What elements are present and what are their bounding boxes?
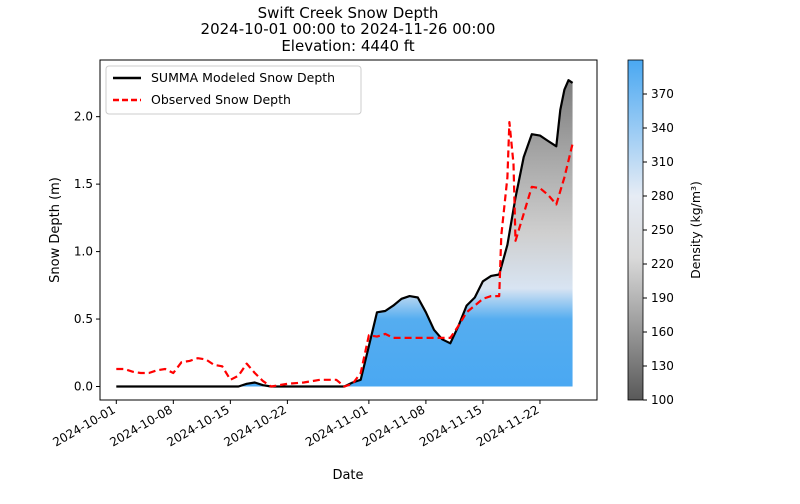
colorbar-tick-label: 220 [651, 257, 674, 271]
y-tick-label: 0.0 [74, 380, 93, 394]
x-tick-label: 2024-10-08 [107, 402, 174, 449]
colorbar-tick-label: 250 [651, 223, 674, 237]
colorbar-ramp [627, 59, 644, 401]
colorbar-ticks: 100 130 160 190 220 250 280 310 340 370 [643, 87, 674, 407]
colorbar: 100 130 160 190 220 250 280 310 340 370 Density (… [627, 59, 703, 407]
colorbar-tick-label: 160 [651, 325, 674, 339]
legend-label-observed: Observed Snow Depth [151, 92, 291, 107]
plot-frame [99, 59, 598, 401]
x-tick-label: 2024-10-22 [221, 402, 288, 449]
chart-subtitle: 2024-10-01 00:00 to 2024-11-26 00:00 [201, 20, 496, 38]
x-tick-label: 2024-11-22 [474, 402, 541, 449]
x-axis-label: Date [332, 468, 363, 483]
x-tick-label: 2024-11-15 [417, 402, 484, 449]
chart-elevation: Elevation: 4440 ft [281, 37, 414, 55]
legend-box [105, 65, 362, 115]
colorbar-tick-label: 280 [651, 189, 674, 203]
y-tick-label: 2.0 [74, 110, 93, 124]
x-tick-label: 2024-11-08 [360, 402, 427, 449]
density-area [116, 80, 573, 387]
colorbar-tick-label: 340 [651, 121, 674, 135]
y-tick-label: 1.5 [74, 177, 93, 191]
colorbar-tick-label: 310 [651, 155, 674, 169]
colorbar-tick-label: 130 [651, 359, 674, 373]
y-axis: 0.0 0.5 1.0 1.5 2.0 [74, 110, 100, 394]
x-tick-label: 2024-11-01 [303, 402, 370, 449]
legend-label-modeled: SUMMA Modeled Snow Depth [151, 70, 335, 85]
colorbar-tick-label: 370 [651, 87, 674, 101]
x-axis: 2024-10-012024-10-082024-10-152024-10-22… [50, 400, 541, 449]
colorbar-label: Density (kg/m³) [688, 181, 703, 279]
density-field [116, 80, 573, 387]
x-tick-label: 2024-10-15 [164, 402, 231, 449]
legend: SUMMA Modeled Snow Depth Observed Snow D… [105, 65, 362, 115]
colorbar-tick-label: 190 [651, 291, 674, 305]
x-tick-label: 2024-10-01 [50, 402, 117, 449]
colorbar-tick-label: 100 [651, 393, 674, 407]
y-tick-label: 0.5 [74, 312, 93, 326]
chart-title: Swift Creek Snow Depth [258, 4, 439, 22]
observed-snow-depth-line [116, 120, 574, 388]
y-axis-label: Snow Depth (m) [48, 177, 63, 283]
series-layer [116, 79, 574, 388]
y-tick-label: 1.0 [74, 245, 93, 259]
